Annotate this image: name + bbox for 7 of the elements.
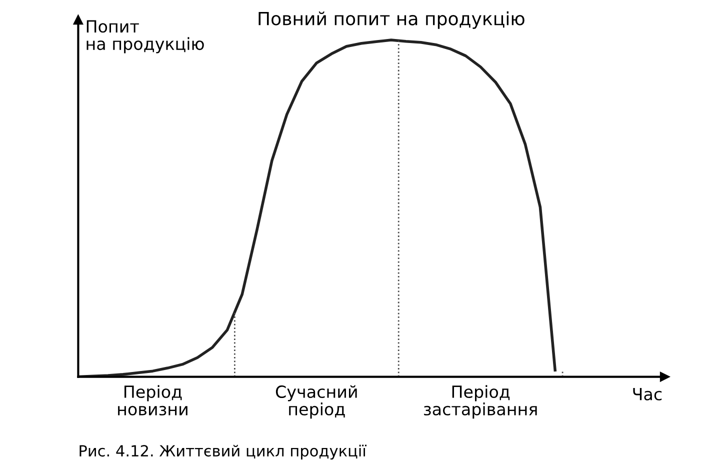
text: Повний попит на продукцію <box>258 11 524 29</box>
x-tick-label: Період новизни <box>118 385 188 416</box>
x-tick-label: Сучасний період <box>276 385 357 419</box>
x-tick-label: Період застарівання <box>424 385 537 419</box>
x-axis-title: Час <box>633 388 662 400</box>
text: Рис. 4.12. Життєвий цикл продукції <box>80 444 367 460</box>
y-axis-title: Попит на продукцію <box>86 20 204 54</box>
